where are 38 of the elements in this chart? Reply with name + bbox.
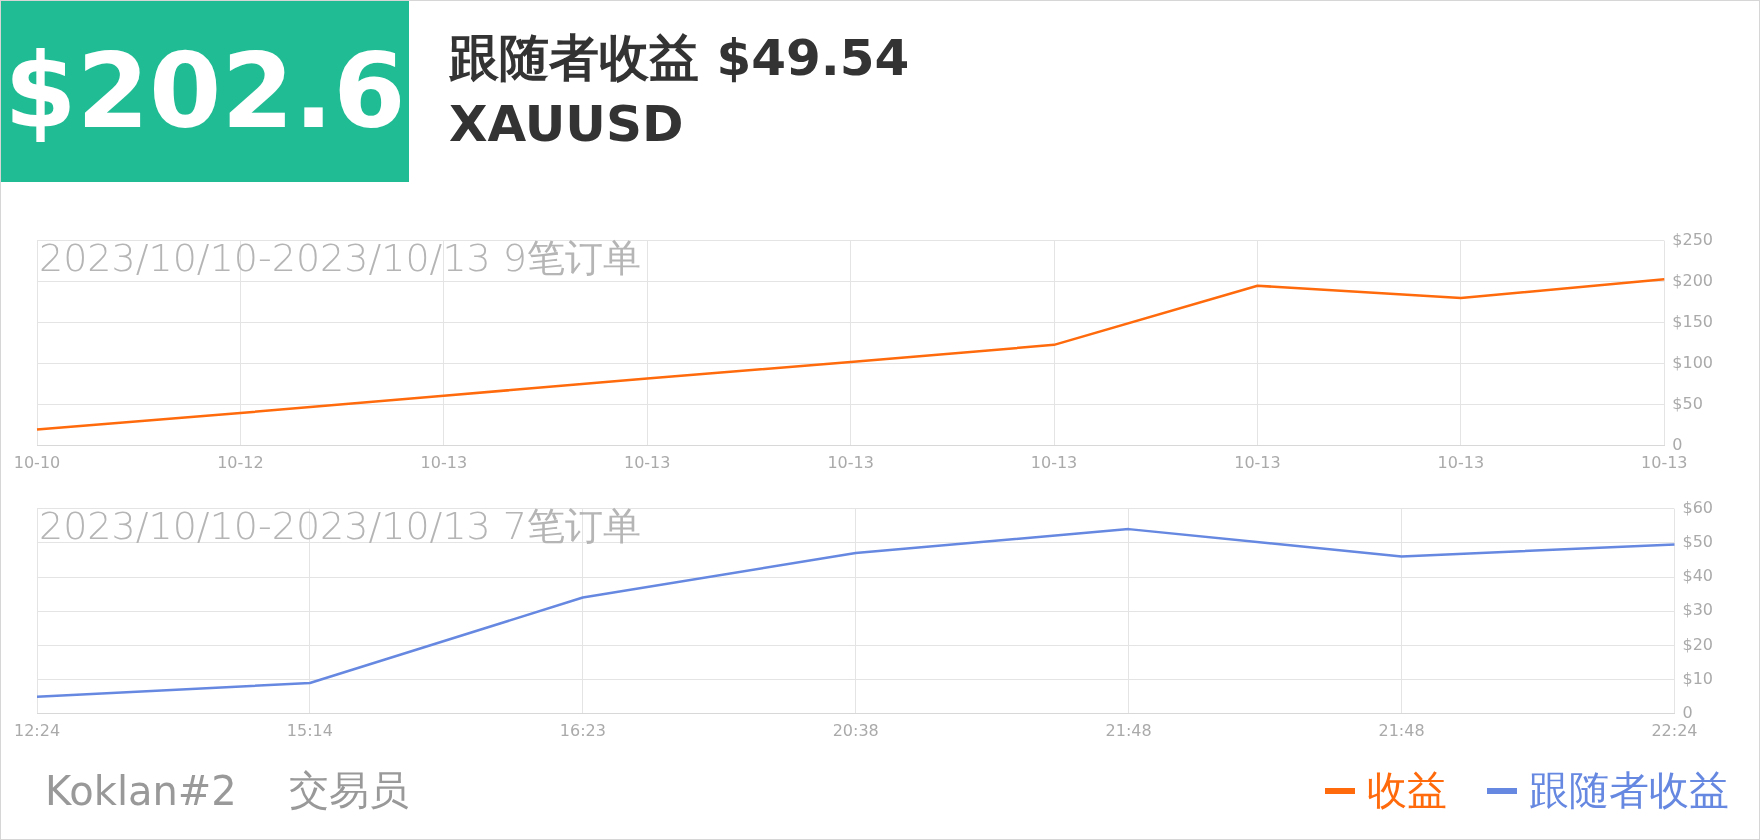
y-tick-label: $60: [1682, 497, 1714, 517]
y-tick-label: $10: [1682, 668, 1714, 688]
chart-title: $202.6: [1, 0, 409, 182]
y-tick-label: $200: [1672, 270, 1713, 290]
x-tick-label: 15:14: [286, 720, 333, 740]
y-tick-label: $100: [1672, 352, 1713, 372]
x-tick-label: 10-13: [1030, 452, 1078, 472]
x-tick-label: 10-10: [13, 452, 61, 472]
y-tick-label: 0: [1672, 434, 1683, 454]
legend-label: 跟随者收益: [1529, 766, 1729, 815]
y-tick-label: $250: [1672, 229, 1713, 249]
x-tick-label: 21:48: [1105, 720, 1152, 740]
x-tick-label: 21:48: [1378, 720, 1425, 740]
x-tick-label: 22:24: [1651, 720, 1698, 740]
y-tick-label: $40: [1682, 566, 1714, 586]
x-tick-label: 16:23: [559, 720, 606, 740]
y-tick-label: $30: [1682, 600, 1714, 620]
x-tick-label: 20:38: [832, 720, 879, 740]
text: 交易员: [288, 766, 409, 815]
x-tick-label: 10-13: [623, 452, 671, 472]
x-tick-label: 10-13: [420, 452, 468, 472]
chart-subtitle: 2023/10/10-2023/10/13 7笔订单: [39, 504, 642, 549]
y-tick-label: $150: [1672, 311, 1713, 331]
x-tick-label: 12:24: [13, 720, 61, 740]
x-tick-label: 10-13: [827, 452, 874, 472]
x-tick-label: 10-13: [1437, 452, 1485, 472]
chart-subtitle: 2023/10/10-2023/10/13 9笔订单: [39, 236, 642, 281]
y-tick-label: $50: [1682, 531, 1714, 551]
legend-label: 收益: [1367, 766, 1447, 815]
x-tick-label: 10-13: [1641, 452, 1688, 472]
y-tick-label: $50: [1672, 393, 1703, 413]
x-tick-label: 10-12: [217, 452, 264, 472]
y-tick-label: $20: [1682, 634, 1714, 654]
text: XAUUSD: [449, 94, 685, 155]
x-tick-label: 10-13: [1234, 452, 1281, 472]
y-tick-label: 0: [1682, 702, 1693, 722]
text: Koklan#2: [45, 767, 237, 814]
text: 跟随者收益 $49.54: [449, 28, 910, 89]
